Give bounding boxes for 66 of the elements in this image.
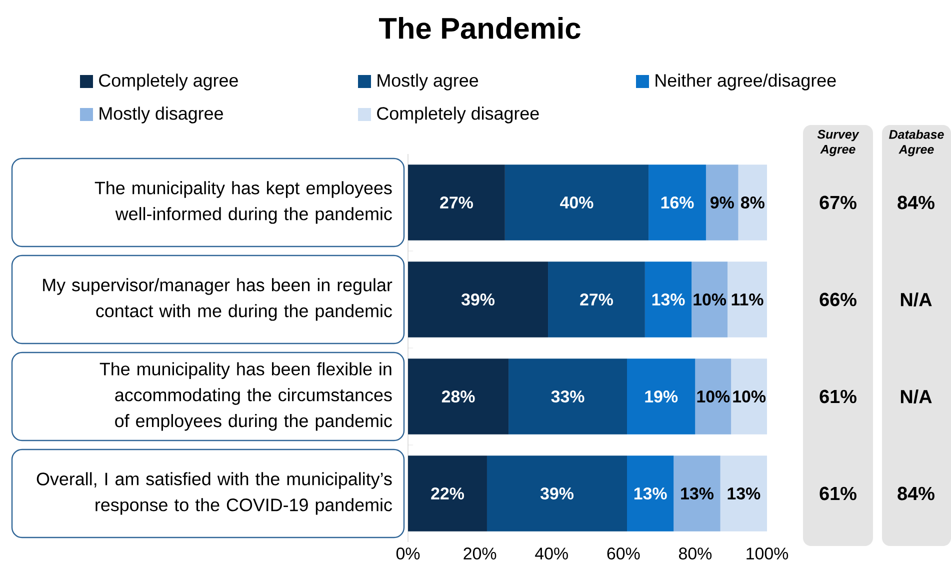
legend-label: Neither agree/disagree <box>656 74 836 90</box>
legend-label: Mostly disagree <box>100 106 223 124</box>
data-label: 33% <box>551 390 584 403</box>
bar <box>728 262 768 338</box>
bar <box>408 262 548 338</box>
text: 66% <box>820 292 856 306</box>
x-tick-label: 20% <box>464 548 496 560</box>
y-tick-label: My supervisor/manager has been in regular contact with me during the pandemic <box>43 278 392 321</box>
data-label: 9% <box>710 196 734 208</box>
x-tick-label: 80% <box>678 548 712 560</box>
text: 84% <box>898 486 934 500</box>
data-label: 39% <box>461 293 495 306</box>
data-label: 13% <box>728 487 760 500</box>
data-label: 13% <box>681 487 714 500</box>
bar <box>408 456 487 532</box>
y-tick-label: The municipality has been flexible in accommodating the circumstances of employees during the pandemic <box>100 362 392 431</box>
chart-title: The Pandemic <box>379 17 580 39</box>
bar <box>644 262 692 338</box>
x-tick-label: 0% <box>396 548 420 560</box>
bar <box>627 456 674 532</box>
bar <box>508 358 627 434</box>
data-label: 27% <box>440 196 473 208</box>
bar <box>731 358 768 434</box>
bar <box>504 164 649 240</box>
bar <box>695 358 732 434</box>
legend-label: Mostly agree <box>378 74 478 90</box>
data-label: 39% <box>540 487 574 500</box>
data-label: 10% <box>733 390 766 402</box>
text: Survey Agree <box>817 130 860 156</box>
bar <box>548 262 645 338</box>
data-label: 11% <box>732 294 764 306</box>
text: N/A <box>900 292 932 307</box>
bar <box>720 456 768 532</box>
data-label: 8% <box>740 196 764 208</box>
bar <box>408 358 509 434</box>
x-tick-label: 40% <box>535 548 568 560</box>
text: 61% <box>820 486 856 500</box>
bar <box>692 262 728 338</box>
data-label: 16% <box>661 196 694 208</box>
text: 67% <box>820 196 856 210</box>
data-label: 22% <box>431 488 464 500</box>
bar <box>408 164 505 240</box>
x-tick-label: 100% <box>746 548 788 560</box>
data-label: 27% <box>580 294 613 306</box>
data-label: 10% <box>697 390 730 402</box>
data-label: 19% <box>645 390 678 402</box>
bar <box>738 164 768 240</box>
data-label: 13% <box>652 293 685 306</box>
bar <box>648 164 706 240</box>
y-tick-label: Overall, I am satisfied with the municipality’s response to the COVID-19 pandemic <box>36 472 392 515</box>
text: 61% <box>820 390 856 404</box>
data-label: 13% <box>634 487 667 500</box>
legend-label: Completely disagree <box>377 106 539 124</box>
bar <box>486 456 627 532</box>
bar <box>627 358 696 434</box>
data-label: 28% <box>442 390 475 402</box>
text: 84% <box>898 196 934 210</box>
x-tick-label: 60% <box>607 548 640 560</box>
bar <box>706 164 738 240</box>
legend-label: Completely agree <box>99 74 238 90</box>
text: N/A <box>900 389 932 404</box>
data-label: 40% <box>560 196 594 208</box>
y-tick-label: The municipality has kept employees well-informed during the pandemic <box>94 181 392 224</box>
text: Database Agree <box>889 130 944 156</box>
data-label: 10% <box>694 294 726 306</box>
bar <box>674 456 720 532</box>
